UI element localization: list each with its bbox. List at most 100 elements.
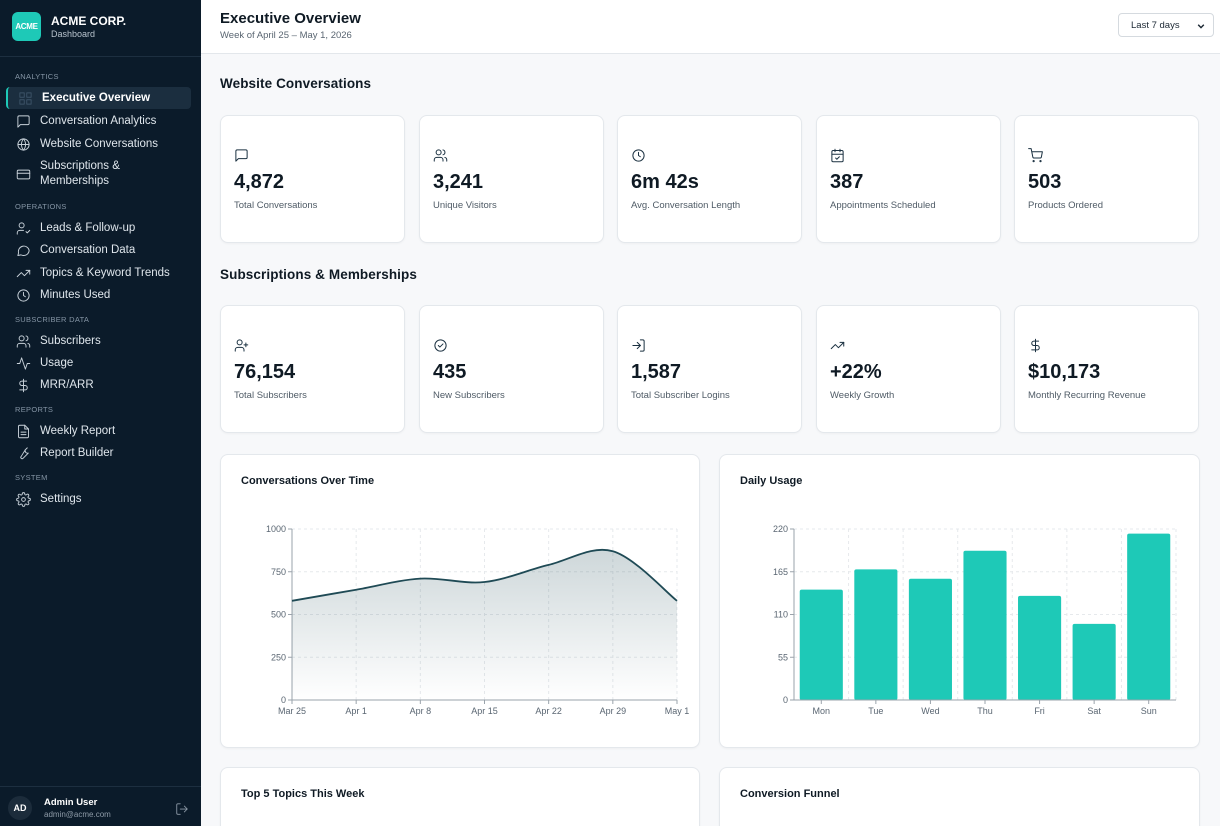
- sidebar-item-executive-overview[interactable]: Executive Overview: [6, 87, 191, 109]
- x-tick-label: Wed: [921, 706, 939, 716]
- kpi-label: Total Subscriber Logins: [631, 390, 730, 401]
- nav-section-label: SYSTEM: [15, 473, 48, 482]
- x-tick-label: Apr 15: [471, 706, 498, 716]
- bar-fri: [1018, 595, 1062, 700]
- sidebar-item-usage[interactable]: Usage: [6, 352, 191, 374]
- top-topics-card: Top 5 Topics This Week: [220, 767, 700, 826]
- sidebar-item-leads-follow-up[interactable]: Leads & Follow-up: [6, 217, 191, 239]
- date-range-select[interactable]: Last 7 days: [1118, 13, 1214, 37]
- sidebar-item-conversation-analytics[interactable]: Conversation Analytics: [6, 110, 191, 132]
- sidebar-item-label: Conversation Analytics: [40, 114, 157, 127]
- brand[interactable]: ACME ACME CORP. Dashboard: [12, 12, 126, 41]
- daily-usage-chart-card: Daily Usage 0 55 110 165 220 Mon Tue Wed Thu Fri S…: [719, 454, 1200, 748]
- sidebar-item-settings[interactable]: Settings: [6, 488, 191, 510]
- sidebar-item-label: Minutes Used: [40, 288, 111, 301]
- grid-icon: [17, 90, 33, 106]
- sidebar-item-minutes-used[interactable]: Minutes Used: [6, 284, 191, 306]
- x-tick-label: Apr 22: [535, 706, 562, 716]
- card-title: Conversion Funnel: [740, 788, 840, 800]
- sidebar-item-label: Subscribers: [40, 334, 101, 347]
- y-tick-label: 1000: [266, 524, 286, 534]
- file-text-icon: [15, 423, 31, 439]
- avatar[interactable]: AD: [8, 796, 32, 820]
- sidebar-item-label: Weekly Report: [40, 424, 116, 437]
- sidebar-item-label: Settings: [40, 492, 82, 505]
- y-tick-label: 750: [271, 567, 286, 577]
- user-plus-icon: [234, 338, 250, 354]
- kpi-value: 3,241: [433, 171, 484, 193]
- clock-icon: [631, 148, 647, 164]
- section-title-website: Website Conversations: [220, 76, 372, 91]
- kpi-value: 76,154: [234, 361, 296, 383]
- brand-name: ACME CORP.: [51, 13, 127, 28]
- sidebar-item-label: Website Conversations: [40, 137, 159, 150]
- x-tick-label: Tue: [868, 706, 883, 716]
- dollar-icon: [1028, 338, 1044, 354]
- kpi-value: 503: [1028, 171, 1062, 193]
- logout-icon[interactable]: [175, 802, 189, 816]
- sidebar-item-subscribers[interactable]: Subscribers: [6, 330, 191, 352]
- kpi-card-appointments-scheduled: 387 Appointments Scheduled: [816, 115, 1001, 243]
- section-title-subscriptions: Subscriptions & Memberships: [220, 267, 417, 282]
- kpi-card-weekly-growth: +22% Weekly Growth: [816, 305, 1001, 433]
- sidebar-item-report-builder[interactable]: Report Builder: [6, 442, 191, 464]
- daily-usage-chart: 0 55 110 165 220 Mon Tue Wed Thu Fri Sat Sun: [773, 524, 1177, 716]
- sidebar-item-weekly-report[interactable]: Weekly Report: [6, 420, 191, 442]
- kpi-label: Avg. Conversation Length: [631, 200, 741, 211]
- date-range-value: Last 7 days: [1131, 19, 1180, 31]
- user-check-icon: [15, 220, 31, 236]
- x-tick-label: Fri: [1034, 706, 1045, 716]
- bar-mon: [799, 589, 843, 700]
- sidebar-item-subscriptions[interactable]: Subscriptions & Memberships: [6, 158, 191, 190]
- nav-section-label: SUBSCRIBER DATA: [15, 315, 90, 324]
- x-tick-label: May 1: [665, 706, 690, 716]
- trending-up-icon: [15, 265, 31, 281]
- kpi-card-avg-conversation-length: 6m 42s Avg. Conversation Length: [617, 115, 802, 243]
- sidebar-item-label: Leads & Follow-up: [40, 221, 136, 234]
- nav-section-label: REPORTS: [15, 405, 54, 414]
- kpi-card-total-subscriber-logins: 1,587 Total Subscriber Logins: [617, 305, 802, 433]
- check-circle-icon: [433, 338, 449, 354]
- sidebar-item-label: Report Builder: [40, 446, 114, 459]
- log-in-icon: [631, 338, 647, 354]
- sidebar-item-mrr-arr[interactable]: MRR/ARR: [6, 374, 191, 396]
- chevron-down-icon: [1197, 22, 1205, 30]
- brand-subtitle: Dashboard: [51, 28, 96, 39]
- kpi-value: 435: [433, 361, 467, 383]
- kpi-label: Products Ordered: [1028, 200, 1103, 211]
- globe-icon: [15, 136, 31, 152]
- bar-sun: [1127, 533, 1171, 700]
- x-tick-label: Mar 25: [278, 706, 306, 716]
- y-tick-label: 110: [774, 610, 788, 620]
- kpi-label: Total Subscribers: [234, 390, 307, 401]
- y-tick-label: 0: [281, 695, 286, 705]
- sidebar-item-conversation-data[interactable]: Conversation Data: [6, 239, 191, 261]
- x-tick-label: Apr 1: [345, 706, 367, 716]
- sidebar-item-website-conversations[interactable]: Website Conversations: [6, 133, 191, 155]
- x-tick-label: Thu: [977, 706, 993, 716]
- page-title: Executive Overview: [220, 10, 361, 27]
- wrench-icon: [15, 445, 31, 461]
- y-tick-label: 500: [271, 610, 286, 620]
- conversations-over-time-chart: 0 250 500 750 1000 Mar 25 Apr 1 Apr 8 Apr 15 Apr …: [266, 524, 690, 716]
- kpi-value: 1,587: [631, 361, 682, 383]
- kpi-card-total-conversations: 4,872 Total Conversations: [220, 115, 405, 243]
- bar-sat: [1072, 623, 1116, 700]
- page-subtitle: Week of April 25 – May 1, 2026: [220, 30, 352, 41]
- clock-icon: [15, 287, 31, 303]
- kpi-card-monthly-recurring-revenue: $10,173 Monthly Recurring Revenue: [1014, 305, 1199, 433]
- bar-tue: [854, 569, 898, 700]
- chart-title: Conversations Over Time: [241, 475, 375, 487]
- y-tick-label: 0: [783, 695, 788, 705]
- page-header: Executive Overview Week of April 25 – Ma…: [201, 0, 1220, 54]
- sidebar-item-label: MRR/ARR: [40, 378, 94, 391]
- activity-icon: [15, 355, 31, 371]
- trending-up-icon: [830, 338, 846, 354]
- sidebar-item-topics-keyword-trends[interactable]: Topics & Keyword Trends: [6, 262, 191, 284]
- nav-section-label: ANALYTICS: [15, 72, 59, 81]
- kpi-card-total-subscribers: 76,154 Total Subscribers: [220, 305, 405, 433]
- kpi-value: +22%: [830, 361, 882, 383]
- message-square-icon: [234, 148, 250, 164]
- credit-card-icon: [15, 166, 31, 182]
- user-email: admin@acme.com: [44, 809, 111, 819]
